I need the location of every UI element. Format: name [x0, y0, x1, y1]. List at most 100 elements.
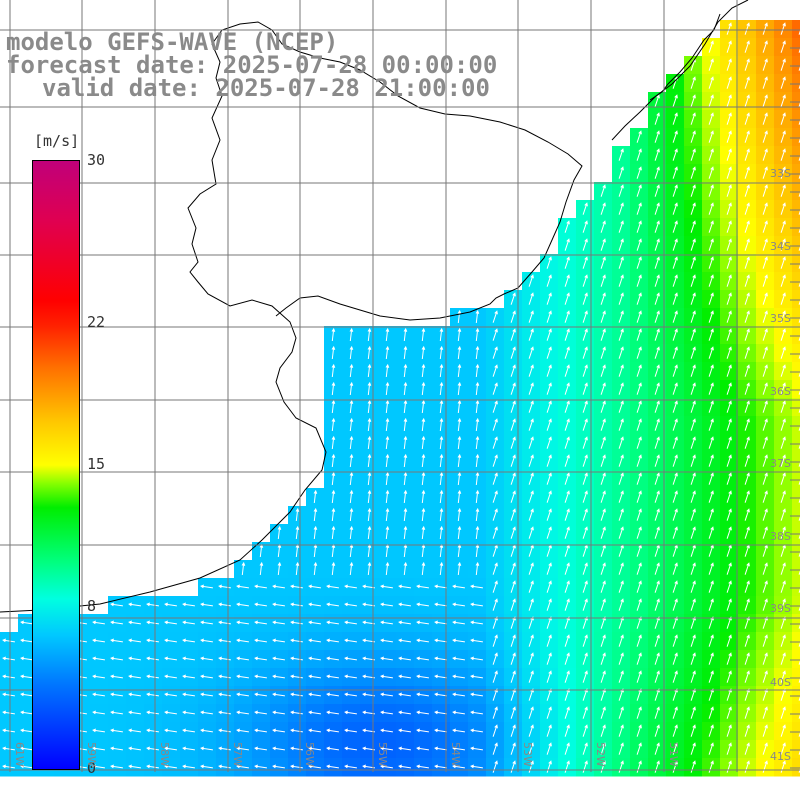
wind-arrow — [492, 418, 498, 431]
wind-arrow — [290, 728, 303, 733]
wind-arrow — [780, 148, 786, 161]
wind-arrow — [236, 746, 249, 751]
wind-arrow — [421, 345, 426, 360]
wind-arrow — [254, 692, 267, 697]
wind-arrow — [708, 364, 714, 377]
wind-arrow — [272, 620, 285, 625]
wind-arrow — [654, 94, 660, 107]
wind-arrow — [600, 382, 606, 395]
wind-arrow — [528, 454, 534, 467]
wind-arrow — [290, 620, 303, 625]
wind-arrow — [528, 652, 534, 665]
wind-arrow — [349, 417, 354, 432]
wind-arrow — [672, 418, 678, 431]
wind-arrow — [546, 292, 552, 305]
wind-arrow — [403, 471, 408, 486]
wind-arrow — [726, 130, 732, 143]
wind-arrow — [582, 364, 588, 377]
wind-arrow — [218, 746, 231, 751]
wind-arrow — [708, 616, 714, 629]
wind-arrow — [380, 638, 393, 643]
wind-arrow — [452, 602, 465, 607]
wind-arrow — [510, 436, 516, 449]
wind-arrow — [434, 710, 447, 715]
wind-arrow — [780, 580, 786, 593]
wind-arrow — [744, 274, 750, 287]
wind-arrow — [762, 562, 768, 575]
wind-arrow — [582, 238, 588, 251]
wind-arrow — [344, 620, 357, 625]
wind-arrow — [636, 526, 642, 539]
wind-arrow — [403, 507, 408, 522]
wind-arrow — [636, 184, 642, 197]
wind-arrow — [434, 764, 447, 769]
wind-arrow — [690, 724, 696, 737]
wind-arrow — [510, 742, 516, 755]
wind-arrow — [780, 76, 786, 89]
wind-arrow — [528, 472, 534, 485]
wind-arrow — [780, 382, 786, 395]
wind-arrow — [385, 489, 390, 504]
wind-arrow — [349, 345, 354, 360]
wind-arrow — [618, 508, 624, 521]
wind-arrow — [475, 381, 480, 396]
wind-arrow — [349, 507, 354, 522]
wind-arrow — [582, 400, 588, 413]
wind-arrow — [600, 706, 606, 719]
wind-arrow — [385, 453, 390, 468]
wind-arrow — [708, 472, 714, 485]
wind-arrow — [636, 724, 642, 737]
wind-arrow — [762, 40, 768, 53]
wind-arrow — [636, 382, 642, 395]
wind-arrow — [2, 656, 15, 661]
wind-arrow — [128, 656, 141, 661]
wind-arrow — [218, 728, 231, 733]
wind-cell — [792, 668, 800, 687]
wind-arrow — [762, 508, 768, 521]
wind-arrow — [200, 620, 213, 625]
wind-arrow — [452, 692, 465, 697]
longitude-label: 53W — [521, 742, 534, 767]
wind-arrow — [618, 562, 624, 575]
wind-arrow — [654, 184, 660, 197]
wind-arrow — [326, 746, 339, 751]
wind-arrow — [128, 746, 141, 751]
wind-arrow — [470, 602, 483, 607]
wind-arrow — [600, 580, 606, 593]
wind-arrow — [164, 638, 177, 643]
wind-arrow — [470, 638, 483, 643]
wind-arrow — [726, 706, 732, 719]
wind-arrow — [654, 490, 660, 503]
wind-arrow — [2, 638, 15, 643]
wind-arrow — [762, 490, 768, 503]
wind-arrow — [367, 507, 372, 522]
wind-arrow — [618, 382, 624, 395]
wind-arrow — [654, 256, 660, 269]
wind-arrow — [326, 602, 339, 607]
wind-arrow — [398, 764, 411, 769]
wind-arrow — [2, 746, 15, 751]
wind-arrow — [762, 634, 768, 647]
wind-arrow — [726, 724, 732, 737]
map-title: modelo GEFS-WAVE (NCEP) — [6, 28, 339, 56]
wind-arrow — [218, 656, 231, 661]
wind-cell — [792, 524, 800, 543]
wind-arrow — [654, 328, 660, 341]
wind-arrow — [708, 148, 714, 161]
wind-arrow — [708, 40, 714, 53]
wind-arrow — [492, 562, 498, 575]
wind-arrow — [636, 634, 642, 647]
wind-arrow — [439, 417, 444, 432]
wind-arrow — [236, 602, 249, 607]
wind-arrow — [403, 327, 408, 342]
wind-arrow — [780, 616, 786, 629]
wind-arrow — [780, 526, 786, 539]
wind-cell — [792, 182, 800, 201]
wind-arrow — [164, 728, 177, 733]
wind-arrow — [403, 417, 408, 432]
wind-arrow — [92, 674, 105, 679]
wind-arrow — [308, 656, 321, 661]
wind-arrow — [636, 436, 642, 449]
wind-arrow — [708, 580, 714, 593]
wind-arrow — [398, 728, 411, 733]
